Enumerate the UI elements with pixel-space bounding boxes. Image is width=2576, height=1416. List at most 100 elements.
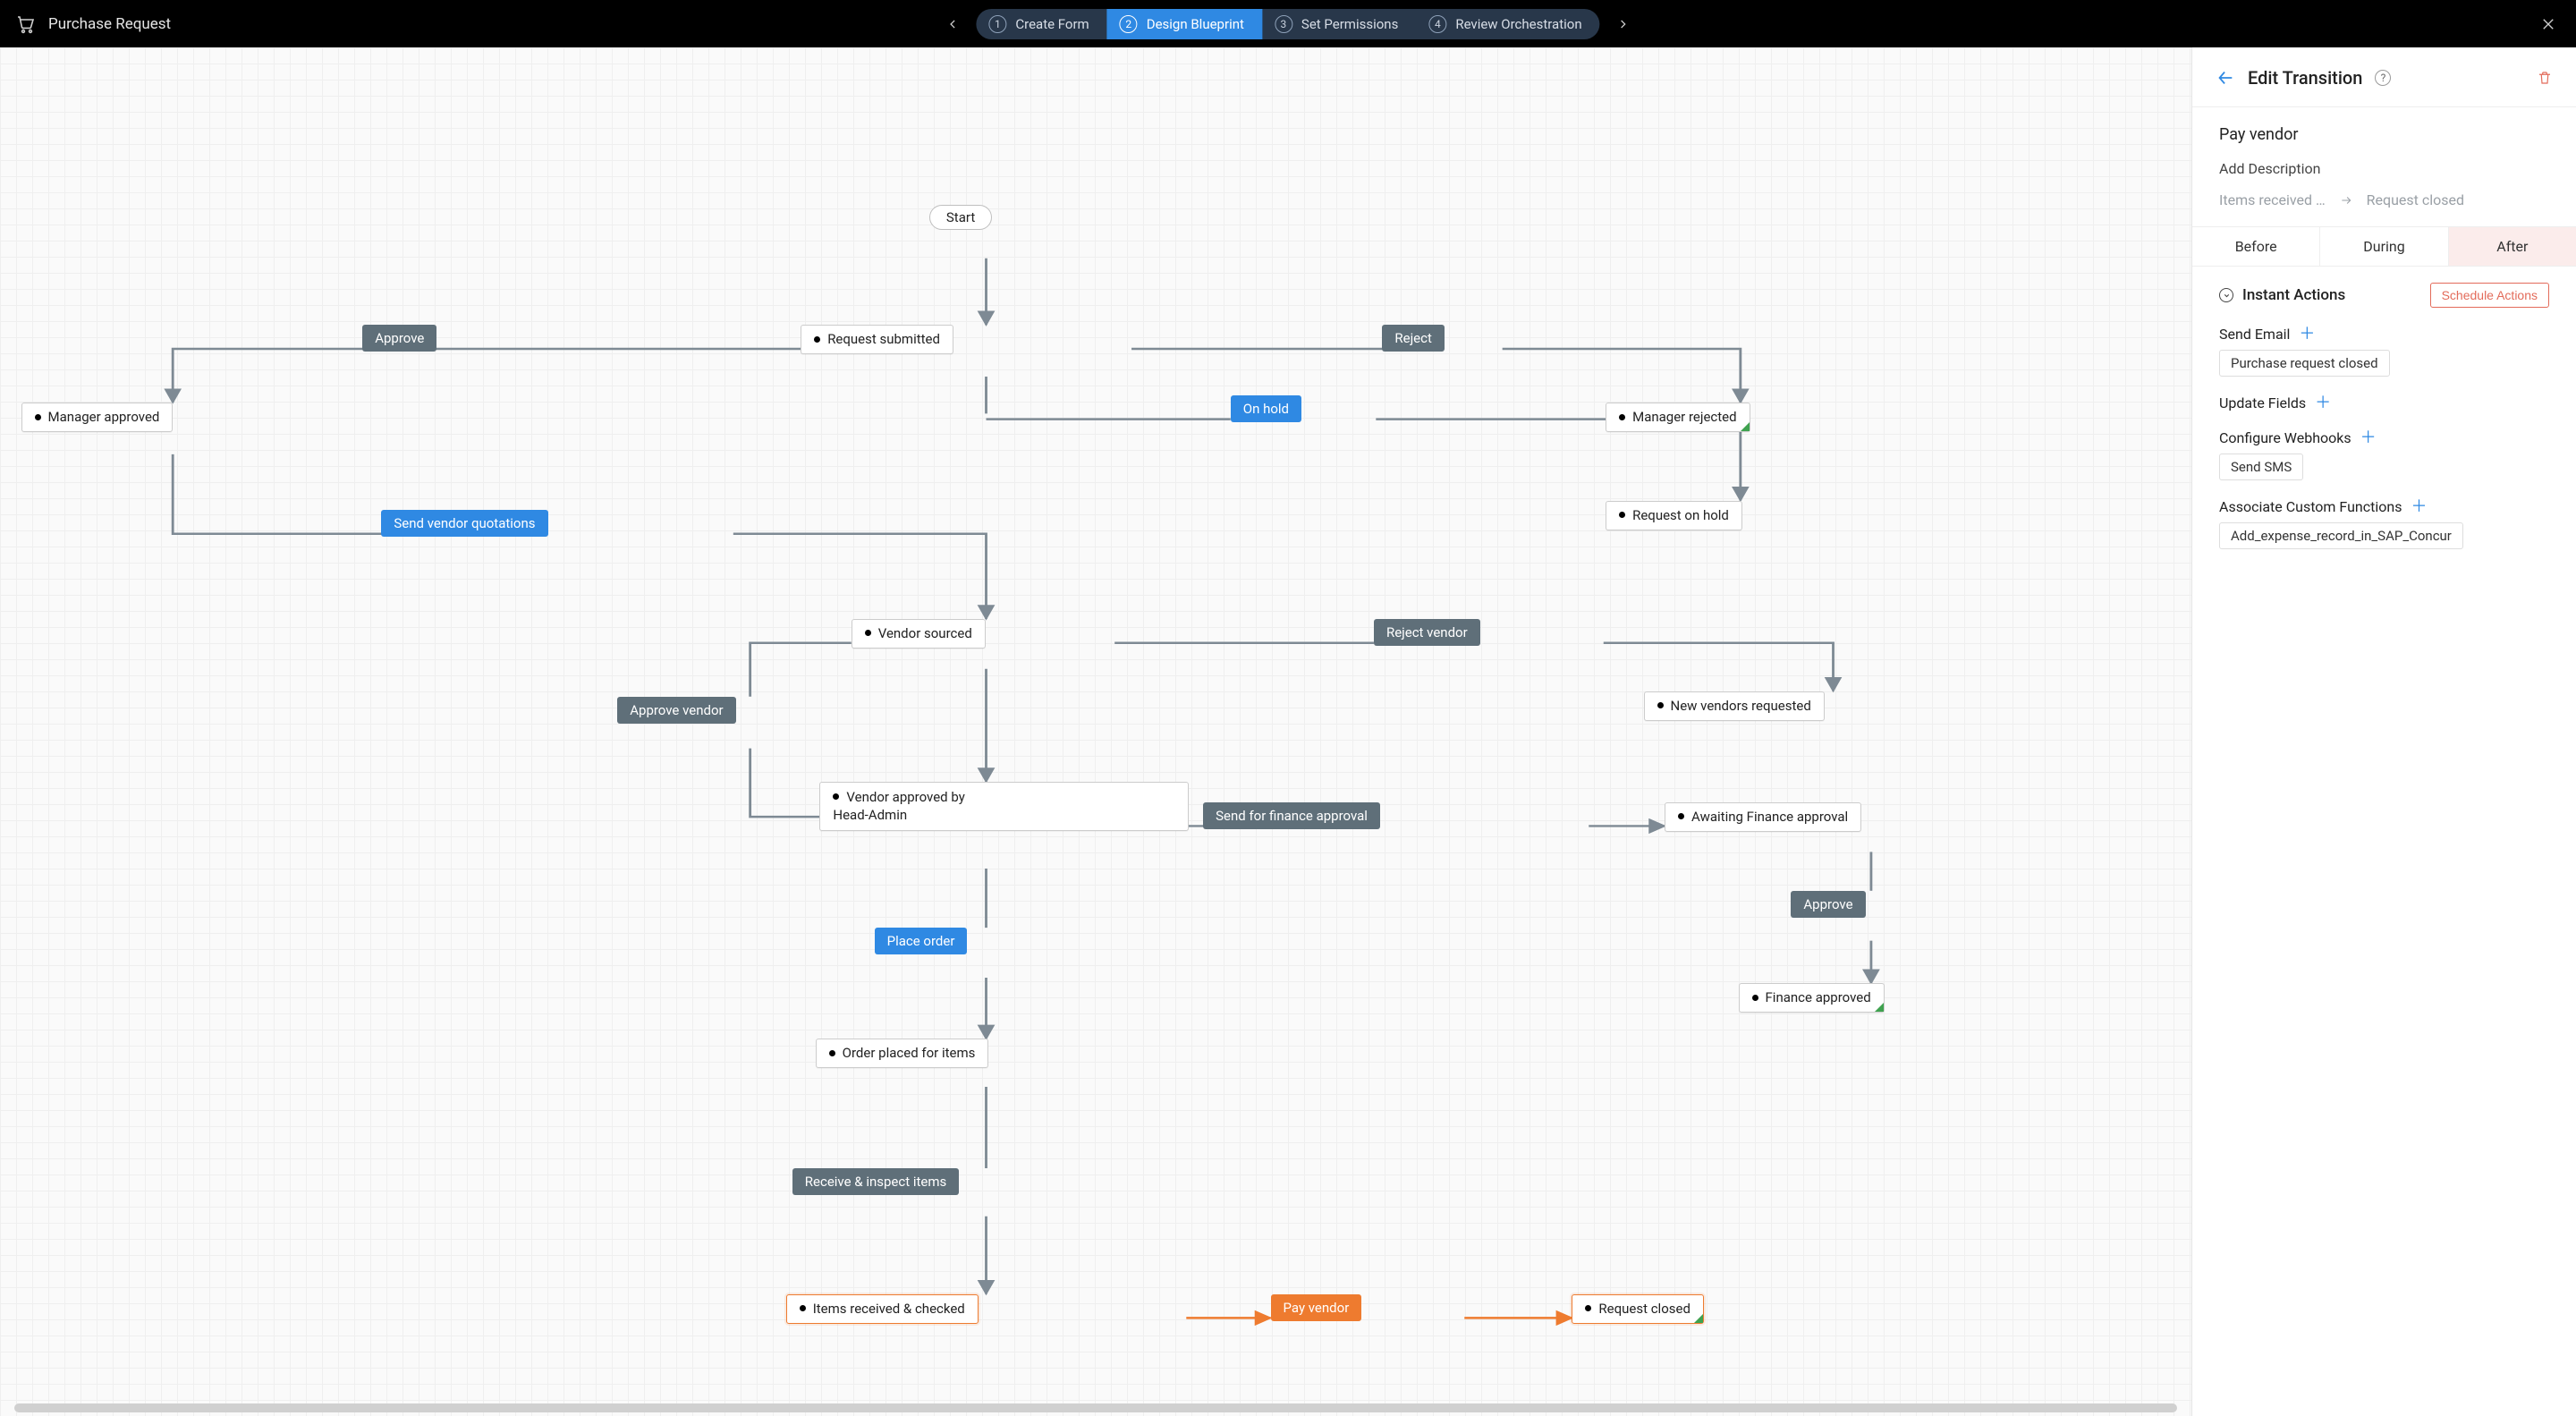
panel-title: Edit Transition <box>2248 67 2362 89</box>
transition-label[interactable]: Send for finance approval <box>1203 802 1380 829</box>
state-node[interactable]: Items received & checked <box>786 1294 979 1324</box>
state-node[interactable]: Request submitted <box>801 325 953 354</box>
wizard-step-2[interactable]: 2Design Blueprint <box>1107 9 1262 39</box>
transition-label[interactable]: Pay vendor <box>1271 1294 1362 1321</box>
start-node[interactable]: Start <box>929 205 992 230</box>
wizard-step-1[interactable]: 1Create Form <box>976 9 1106 39</box>
transition-label[interactable]: On hold <box>1231 395 1301 422</box>
app-header: Purchase Request 1Create Form2Design Blu… <box>0 0 2576 47</box>
transition-label[interactable]: Send vendor quotations <box>381 510 547 537</box>
blueprint-canvas[interactable]: Start Request submitted Manager approved Ma… <box>0 47 2191 1416</box>
add-action-icon[interactable]: ＋ <box>2411 499 2427 515</box>
instant-actions-title: Instant Actions <box>2242 286 2345 304</box>
transition-label[interactable]: Approve <box>1791 891 1865 918</box>
state-node[interactable]: Vendor sourced <box>852 619 986 649</box>
add-action-icon[interactable]: ＋ <box>2315 395 2331 411</box>
state-dot-icon <box>833 793 839 800</box>
state-label: Finance approved <box>1766 989 1871 1005</box>
transition-label[interactable]: Reject vendor <box>1374 619 1480 646</box>
corner-marker-icon <box>1741 422 1750 431</box>
state-label: Request submitted <box>827 331 940 347</box>
state-dot-icon <box>814 336 820 343</box>
step-number: 2 <box>1120 15 1138 33</box>
add-action-icon[interactable]: ＋ <box>2360 430 2377 446</box>
canvas-h-scrollbar[interactable] <box>14 1403 2177 1412</box>
state-dot-icon <box>1678 813 1684 819</box>
action-chip[interactable]: Add_expense_record_in_SAP_Concur <box>2219 522 2463 549</box>
wizard-step-4[interactable]: 4 Review Orchestration <box>1416 9 1599 39</box>
state-dot-icon <box>35 414 41 420</box>
add-action-icon[interactable]: ＋ <box>2299 326 2315 343</box>
action-group: Configure Webhooks ＋ Send SMS <box>2219 429 2549 480</box>
action-group-title: Send Email <box>2219 326 2290 343</box>
state-label: Vendor sourced <box>878 625 972 641</box>
state-node[interactable]: Manager approved <box>21 403 174 432</box>
action-group-title: Associate Custom Functions <box>2219 498 2402 515</box>
steps-next[interactable] <box>1613 13 1634 35</box>
tab-during[interactable]: During <box>2320 227 2448 266</box>
step-label: Review Orchestration <box>1455 16 1581 32</box>
state-label: New vendors requested <box>1671 698 1811 714</box>
steps-prev[interactable] <box>942 13 963 35</box>
state-label: Manager rejected <box>1632 409 1737 425</box>
main: Start Request submitted Manager approved Ma… <box>0 47 2576 1416</box>
action-group-head: Associate Custom Functions ＋ <box>2219 498 2549 515</box>
state-node[interactable]: Awaiting Finance approval <box>1665 802 1861 832</box>
state-node[interactable]: Request on hold <box>1606 501 1742 530</box>
action-group-head: Send Email ＋ <box>2219 326 2549 343</box>
step-number: 4 <box>1428 15 1446 33</box>
step-label: Set Permissions <box>1301 16 1398 32</box>
state-label: Order placed for items <box>843 1045 976 1061</box>
close-icon[interactable] <box>2537 13 2560 36</box>
state-node[interactable]: Vendor approved byHead-Admin <box>819 782 1188 832</box>
panel-back-icon[interactable] <box>2216 68 2235 88</box>
tab-before[interactable]: Before <box>2192 227 2320 266</box>
to-state-label: Request closed <box>2367 191 2464 208</box>
state-node[interactable]: New vendors requested <box>1644 691 1825 721</box>
action-chip[interactable]: Purchase request closed <box>2219 350 2390 377</box>
panel-summary: Pay vendor Add Description Items receive… <box>2192 107 2576 226</box>
step-pills: 1Create Form2Design Blueprint 3 Set Permis… <box>976 9 1599 39</box>
trash-icon[interactable] <box>2537 70 2553 86</box>
transition-name: Pay vendor <box>2219 125 2549 144</box>
state-dot-icon <box>1619 512 1625 518</box>
schedule-actions-button[interactable]: Schedule Actions <box>2430 283 2549 308</box>
help-icon[interactable]: ? <box>2375 70 2391 86</box>
state-node[interactable]: Manager rejected <box>1606 403 1750 432</box>
step-label: Create Form <box>1015 16 1089 32</box>
step-number: 3 <box>1275 15 1292 33</box>
transition-label[interactable]: Approve vendor <box>617 697 735 724</box>
action-group-head: Update Fields ＋ <box>2219 394 2549 411</box>
state-dot-icon <box>1752 995 1758 1001</box>
action-group: Associate Custom Functions ＋ Add_expense… <box>2219 498 2549 549</box>
from-state-label: Items received … <box>2219 191 2326 208</box>
panel-tabs: BeforeDuringAfter <box>2192 226 2576 267</box>
action-chip[interactable]: Send SMS <box>2219 454 2303 480</box>
action-group-head: Configure Webhooks ＋ <box>2219 429 2549 446</box>
state-label: Vendor approved byHead-Admin <box>833 789 964 823</box>
corner-marker-icon <box>1694 1314 1703 1323</box>
wizard-steps: 1Create Form2Design Blueprint 3 Set Permis… <box>942 9 1633 39</box>
state-label: Items received & checked <box>813 1301 965 1317</box>
instant-actions-head: Instant Actions Schedule Actions <box>2219 283 2549 308</box>
transition-label[interactable]: Reject <box>1382 325 1445 352</box>
transition-label[interactable]: Approve <box>362 325 436 352</box>
state-dot-icon <box>1619 414 1625 420</box>
state-label: Request closed <box>1598 1301 1690 1317</box>
chevron-down-icon[interactable] <box>2219 288 2233 302</box>
action-group-title: Update Fields <box>2219 394 2306 411</box>
state-label: Awaiting Finance approval <box>1691 809 1848 825</box>
transition-label[interactable]: Receive & inspect items <box>792 1168 959 1195</box>
state-node[interactable]: Finance approved <box>1739 983 1885 1013</box>
page-title: Purchase Request <box>48 15 171 33</box>
transition-label[interactable]: Place order <box>875 928 968 954</box>
state-node[interactable]: Order placed for items <box>816 1039 989 1068</box>
wizard-step-3[interactable]: 3 Set Permissions <box>1262 9 1416 39</box>
state-dot-icon <box>865 630 871 636</box>
tab-after[interactable]: After <box>2449 227 2576 266</box>
action-group-title: Configure Webhooks <box>2219 429 2351 446</box>
edit-transition-panel: Edit Transition ? Pay vendor Add Descrip… <box>2191 47 2576 1416</box>
state-label: Manager approved <box>48 409 160 425</box>
add-description-link[interactable]: Add Description <box>2219 160 2320 177</box>
state-node[interactable]: Request closed <box>1572 1294 1704 1324</box>
